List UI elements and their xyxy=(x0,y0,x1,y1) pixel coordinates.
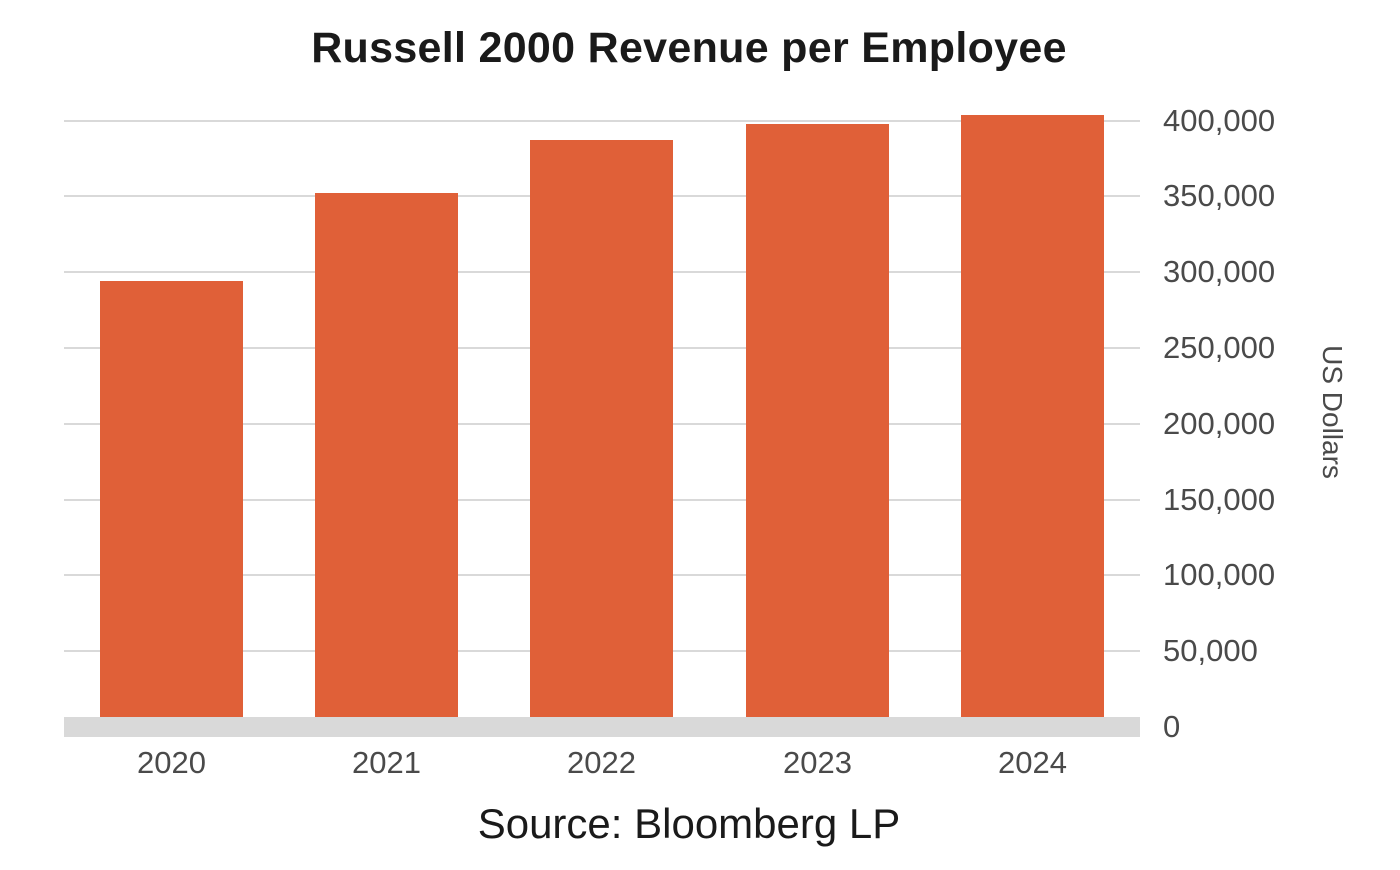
x-tick-label: 2021 xyxy=(352,745,421,780)
y-tick-label: 0 xyxy=(1163,709,1181,744)
y-tick-label: 300,000 xyxy=(1163,254,1276,290)
x-tick-label: 2022 xyxy=(567,745,636,780)
bar-2024 xyxy=(961,114,1104,717)
y-tick-label: 50,000 xyxy=(1163,633,1258,669)
bar-2021 xyxy=(315,193,458,717)
bar-2022 xyxy=(530,140,673,717)
x-tick-label: 2023 xyxy=(783,745,852,780)
x-axis-baseline xyxy=(64,717,1140,737)
y-tick-label: 200,000 xyxy=(1163,405,1276,441)
x-tick-label: 2020 xyxy=(137,745,206,780)
y-tick-label: 100,000 xyxy=(1163,557,1276,593)
y-axis-label: US Dollars xyxy=(1317,345,1348,479)
y-tick-label: 150,000 xyxy=(1163,481,1276,517)
y-tick-label: 250,000 xyxy=(1163,330,1276,365)
y-tick-label: 400,000 xyxy=(1163,102,1276,138)
source-note: Source: Bloomberg LP xyxy=(477,800,901,847)
gridline xyxy=(64,119,1140,122)
x-tick-label: 2024 xyxy=(998,745,1067,780)
y-tick-label: 350,000 xyxy=(1163,178,1276,214)
bar-2020 xyxy=(100,281,243,717)
bar-2023 xyxy=(746,123,889,717)
chart-title: Russell 2000 Revenue per Employee xyxy=(311,24,1067,72)
